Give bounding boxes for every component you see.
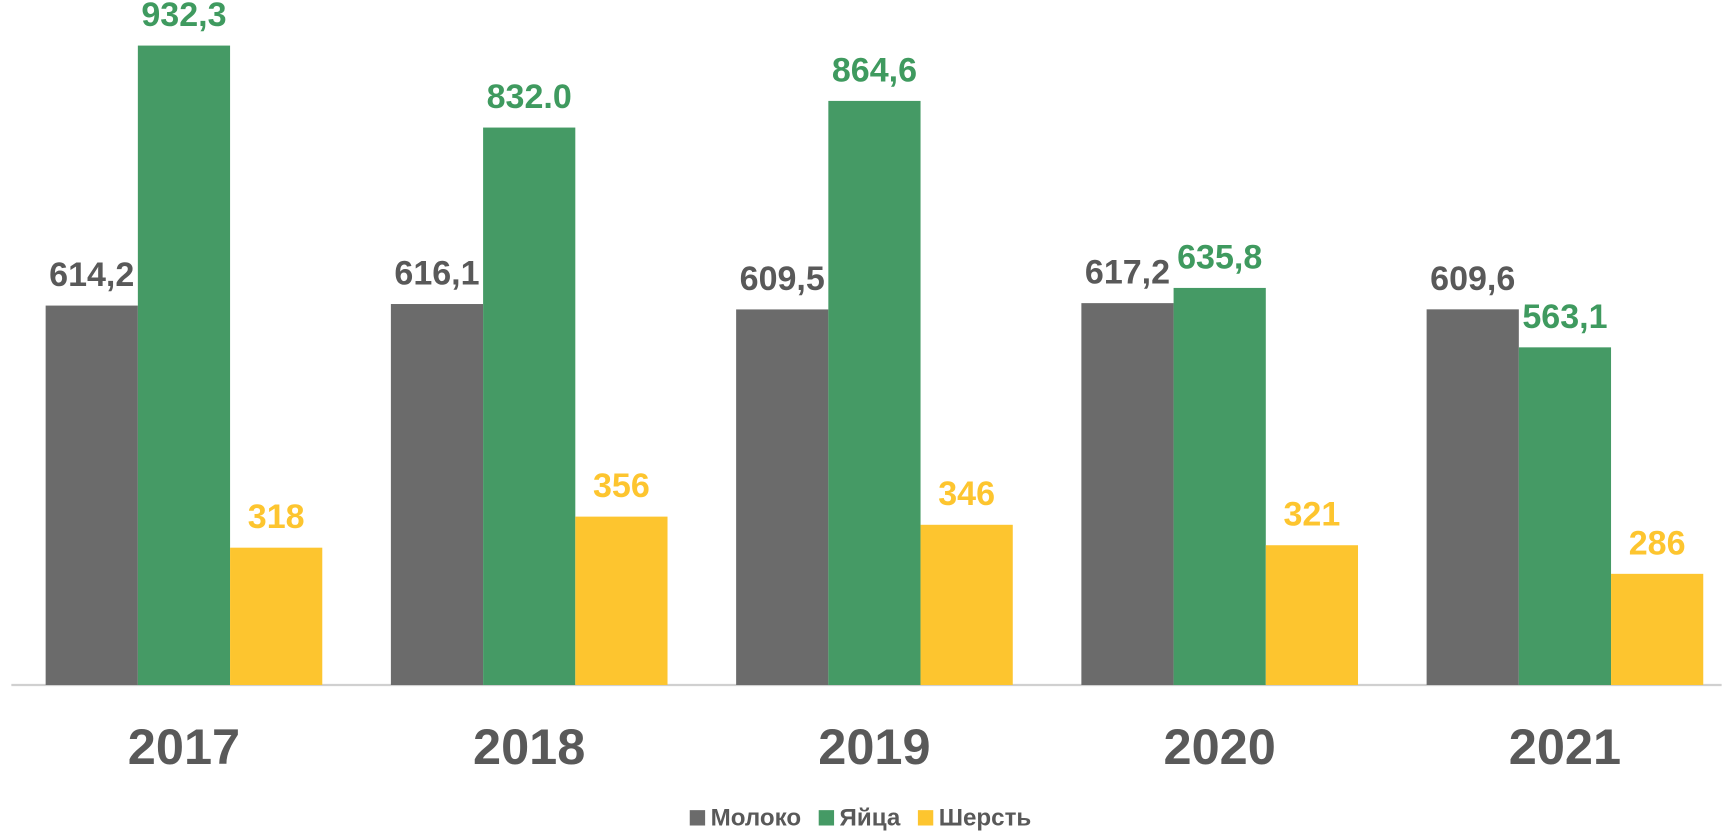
data-label: 321 <box>1284 496 1341 534</box>
data-label: 616,1 <box>394 254 479 292</box>
data-label: 346 <box>938 475 995 513</box>
data-label: 563,1 <box>1522 298 1607 336</box>
bar <box>483 127 576 685</box>
bar <box>1081 303 1174 685</box>
bar <box>1611 573 1704 685</box>
bar <box>1173 287 1266 685</box>
legend-label: Шерсть <box>939 804 1032 831</box>
bar <box>736 309 829 685</box>
bar <box>390 304 484 685</box>
bar <box>575 516 668 685</box>
legend-label: Яйца <box>840 804 901 831</box>
data-label: 286 <box>1629 524 1686 562</box>
data-label: 635,8 <box>1177 238 1262 276</box>
legend-swatch <box>689 810 706 826</box>
legend-swatch <box>917 810 934 826</box>
x-tick-label: 2018 <box>473 718 585 775</box>
bar <box>828 100 921 685</box>
data-label: 832.0 <box>487 78 572 116</box>
data-label: 609,6 <box>1430 260 1515 298</box>
x-tick-label: 2021 <box>1509 718 1621 775</box>
bar <box>1426 309 1519 685</box>
bar <box>1265 545 1359 685</box>
data-label: 318 <box>248 498 305 536</box>
legend-swatch <box>818 810 835 826</box>
data-label: 614,2 <box>49 256 134 294</box>
legend-label: Молоко <box>711 804 802 831</box>
x-tick-label: 2017 <box>128 718 240 775</box>
data-label: 617,2 <box>1085 254 1170 292</box>
data-label: 864,6 <box>832 51 917 89</box>
x-tick-label: 2020 <box>1164 718 1276 775</box>
data-label: 932,3 <box>141 0 226 34</box>
bar <box>45 305 138 685</box>
bar <box>920 524 1013 685</box>
x-tick-label: 2019 <box>818 718 930 775</box>
data-label: 356 <box>593 467 650 505</box>
bar <box>137 45 231 685</box>
bar <box>1518 347 1612 685</box>
bar <box>230 547 323 685</box>
data-label: 609,5 <box>740 260 825 298</box>
